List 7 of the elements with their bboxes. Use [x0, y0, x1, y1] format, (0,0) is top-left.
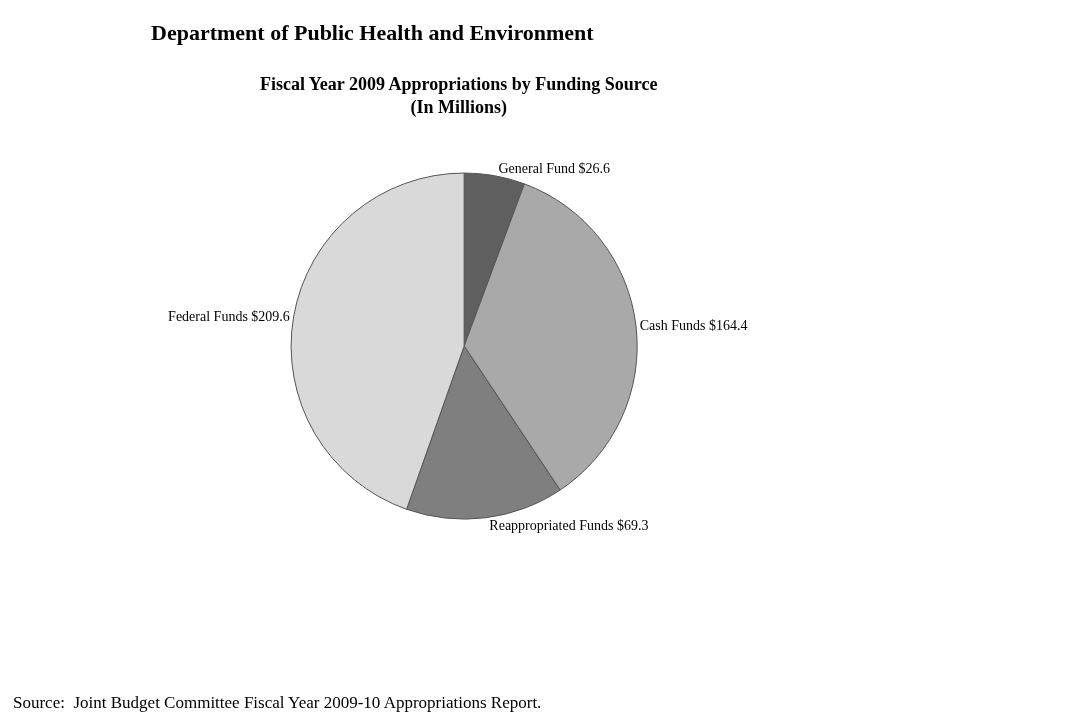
slice-label: Cash Funds $164.4: [639, 318, 748, 334]
chart-title: Department of Public Health and Environment: [151, 20, 595, 45]
slice-label: Federal Funds $209.6: [168, 309, 290, 325]
slice-label: Reappropriated Funds $69.3: [489, 517, 649, 533]
source-note: Source: Joint Budget Committee Fiscal Year 2009-10 Appropriations Report.: [13, 693, 542, 712]
chart-subtitle: Fiscal Year 2009 Appropriations by Funding Source (In Millions): [260, 74, 658, 119]
slice-label: General Fund $26.6: [498, 161, 611, 176]
